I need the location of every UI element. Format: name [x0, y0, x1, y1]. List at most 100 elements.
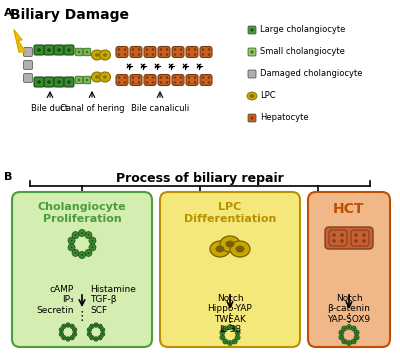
Circle shape: [166, 81, 168, 84]
Polygon shape: [14, 30, 25, 52]
Text: LPC: LPC: [260, 91, 276, 100]
Circle shape: [340, 336, 342, 338]
Circle shape: [67, 324, 69, 326]
Circle shape: [250, 28, 254, 31]
Circle shape: [75, 252, 76, 254]
Circle shape: [146, 48, 148, 51]
Circle shape: [234, 328, 236, 329]
FancyBboxPatch shape: [44, 77, 54, 87]
Circle shape: [174, 48, 176, 51]
Text: Notch
Hippo-YAP
TWEAK
IL-33: Notch Hippo-YAP TWEAK IL-33: [208, 294, 252, 334]
Circle shape: [132, 81, 134, 84]
Circle shape: [152, 48, 154, 51]
Circle shape: [78, 51, 80, 53]
FancyBboxPatch shape: [83, 48, 91, 56]
Circle shape: [174, 81, 176, 84]
Circle shape: [180, 48, 182, 51]
Circle shape: [354, 239, 358, 243]
Circle shape: [124, 48, 126, 51]
Circle shape: [232, 339, 237, 344]
Text: HCT: HCT: [333, 202, 365, 216]
Circle shape: [78, 230, 86, 236]
Circle shape: [88, 252, 89, 254]
Circle shape: [146, 53, 148, 56]
Circle shape: [202, 81, 204, 84]
FancyBboxPatch shape: [75, 76, 83, 84]
Circle shape: [47, 48, 51, 52]
Circle shape: [237, 332, 238, 334]
Ellipse shape: [220, 236, 240, 252]
Circle shape: [87, 328, 92, 332]
Circle shape: [59, 332, 64, 336]
Circle shape: [47, 80, 51, 84]
FancyBboxPatch shape: [248, 70, 256, 78]
Circle shape: [223, 339, 228, 344]
Circle shape: [146, 76, 148, 79]
Circle shape: [118, 81, 120, 84]
FancyBboxPatch shape: [34, 77, 44, 87]
Circle shape: [220, 330, 225, 335]
Circle shape: [194, 48, 196, 51]
Circle shape: [229, 326, 231, 328]
FancyBboxPatch shape: [158, 47, 170, 58]
Circle shape: [220, 335, 225, 340]
FancyBboxPatch shape: [325, 227, 373, 249]
Circle shape: [71, 246, 72, 248]
Circle shape: [63, 337, 65, 339]
Circle shape: [71, 337, 73, 339]
Text: Large cholangiocyte: Large cholangiocyte: [260, 26, 345, 35]
Circle shape: [228, 325, 232, 330]
FancyBboxPatch shape: [200, 47, 212, 58]
FancyBboxPatch shape: [158, 74, 170, 85]
Text: Hepatocyte: Hepatocyte: [260, 114, 309, 122]
Circle shape: [98, 324, 102, 329]
Circle shape: [66, 337, 70, 341]
Circle shape: [166, 76, 168, 79]
Circle shape: [70, 324, 74, 329]
Circle shape: [160, 53, 162, 56]
Circle shape: [235, 330, 240, 335]
FancyBboxPatch shape: [172, 74, 184, 85]
Circle shape: [332, 233, 336, 237]
Circle shape: [362, 233, 366, 237]
Circle shape: [354, 330, 359, 335]
FancyBboxPatch shape: [130, 74, 142, 85]
Circle shape: [94, 337, 98, 341]
Circle shape: [100, 328, 105, 332]
FancyBboxPatch shape: [24, 61, 32, 69]
Ellipse shape: [100, 50, 110, 60]
Text: Canal of hering: Canal of hering: [60, 104, 124, 113]
Ellipse shape: [100, 72, 110, 82]
Circle shape: [174, 53, 176, 56]
Circle shape: [160, 81, 162, 84]
Circle shape: [124, 76, 126, 79]
Circle shape: [70, 335, 74, 340]
Circle shape: [118, 48, 120, 51]
Text: ⋮: ⋮: [224, 312, 236, 325]
Circle shape: [37, 48, 41, 52]
FancyBboxPatch shape: [54, 45, 64, 55]
Circle shape: [88, 329, 90, 331]
Text: Notch
β-catenin
YAP-SOX9: Notch β-catenin YAP-SOX9: [328, 294, 370, 324]
Circle shape: [224, 328, 226, 329]
Ellipse shape: [236, 246, 244, 252]
FancyBboxPatch shape: [64, 77, 74, 87]
FancyBboxPatch shape: [54, 77, 64, 87]
Circle shape: [124, 53, 126, 56]
FancyBboxPatch shape: [308, 192, 390, 347]
Circle shape: [194, 76, 196, 79]
Circle shape: [194, 53, 196, 56]
Circle shape: [188, 53, 190, 56]
Circle shape: [81, 232, 83, 234]
Circle shape: [118, 76, 120, 79]
FancyBboxPatch shape: [12, 192, 152, 347]
Circle shape: [78, 251, 86, 258]
Circle shape: [188, 81, 190, 84]
Ellipse shape: [210, 241, 230, 257]
Circle shape: [118, 53, 120, 56]
Text: Process of biliary repair: Process of biliary repair: [116, 172, 284, 185]
Circle shape: [72, 250, 79, 256]
Text: LPC
Differentiation: LPC Differentiation: [184, 202, 276, 224]
Circle shape: [85, 232, 92, 239]
Circle shape: [146, 81, 148, 84]
